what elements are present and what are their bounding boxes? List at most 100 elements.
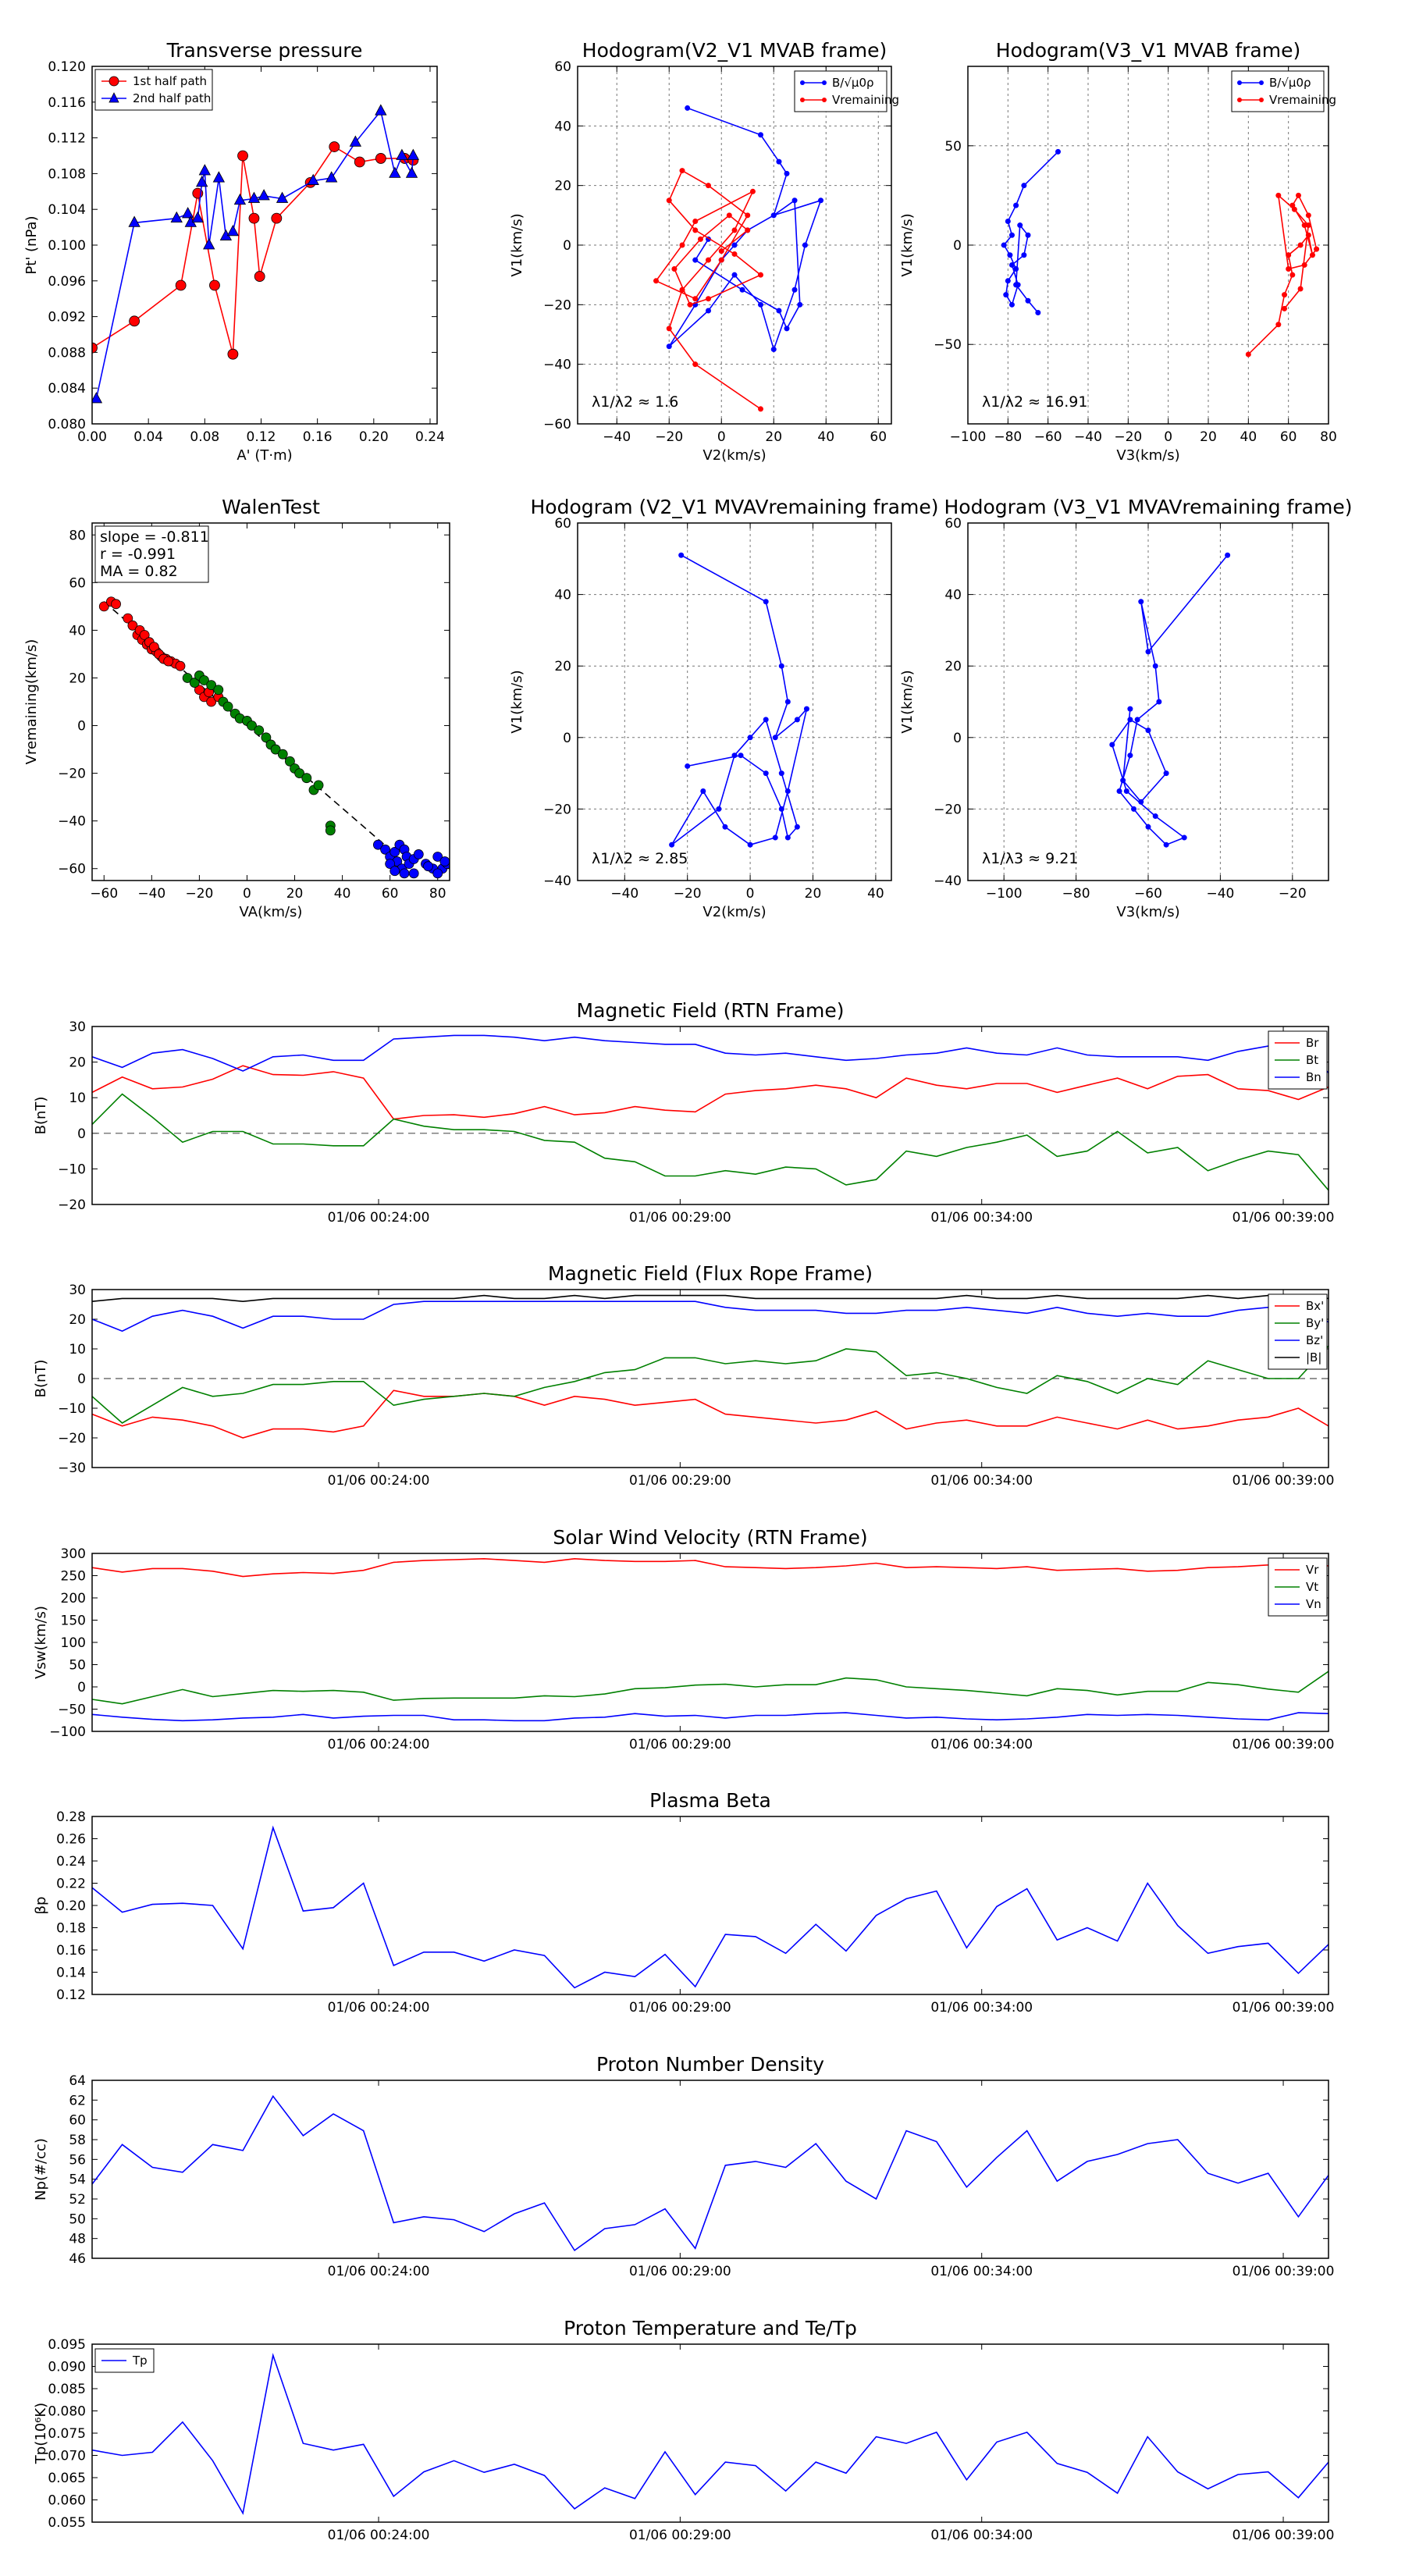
y-tick-label: 0.080 bbox=[48, 2404, 86, 2420]
data-point bbox=[1289, 272, 1296, 278]
y-tick-label: 0.18 bbox=[56, 1921, 86, 1937]
data-point bbox=[802, 242, 808, 248]
y-tick-label: 20 bbox=[69, 1055, 86, 1071]
y-tick-label: 0.080 bbox=[48, 417, 86, 432]
y-tick-label: 10 bbox=[69, 1342, 86, 1357]
data-point bbox=[784, 788, 791, 794]
annotation-text: λ1/λ2 ≈ 2.85 bbox=[592, 850, 688, 867]
annotation-line: slope = -0.811 bbox=[100, 528, 209, 546]
y-tick-label: 100 bbox=[61, 1635, 86, 1651]
chart-title: Plasma Beta bbox=[649, 1789, 771, 1812]
y-tick-label: −10 bbox=[58, 1162, 86, 1177]
y-tick-label: −60 bbox=[58, 862, 86, 877]
data-point bbox=[784, 834, 791, 841]
data-point bbox=[313, 780, 324, 791]
series-2nd half path bbox=[92, 104, 420, 404]
data-point bbox=[1305, 232, 1311, 238]
data-point bbox=[380, 844, 390, 855]
data-point bbox=[718, 248, 724, 254]
data-point bbox=[692, 218, 699, 224]
y-tick-label: 30 bbox=[69, 1283, 86, 1298]
plot-frame bbox=[91, 1553, 1329, 1732]
data-point bbox=[791, 197, 798, 204]
legend: Vr Vt Vn bbox=[1268, 1557, 1328, 1617]
series-Bn bbox=[92, 1034, 1329, 1074]
legend-label: B/√μ0ρ bbox=[832, 76, 874, 90]
legend-label: Vn bbox=[1306, 1597, 1321, 1611]
series-line bbox=[92, 1294, 1329, 1303]
legend-label: B/√μ0ρ bbox=[1269, 76, 1311, 90]
legend-box bbox=[794, 70, 887, 112]
data-point bbox=[706, 183, 711, 189]
legend: B/√μ0ρ Vremaining bbox=[1231, 70, 1336, 112]
x-tick-label: 40 bbox=[334, 886, 351, 902]
y-axis-label: V1(km/s) bbox=[899, 213, 916, 276]
x-tick-label: 01/06 00:29:00 bbox=[629, 2528, 731, 2543]
data-point bbox=[747, 735, 753, 741]
data-point bbox=[226, 224, 240, 237]
legend-marker bbox=[1237, 80, 1242, 85]
data-point bbox=[749, 188, 756, 194]
y-tick-label: 60 bbox=[69, 575, 86, 591]
x-tick-label: 20 bbox=[1200, 429, 1217, 445]
legend: Br Bt Bn bbox=[1268, 1030, 1328, 1090]
annotation-text: λ1/λ2 ≈ 1.6 bbox=[592, 393, 678, 411]
data-point bbox=[1001, 242, 1007, 248]
y-tick-label: 62 bbox=[69, 2093, 86, 2108]
data-point bbox=[1282, 292, 1288, 298]
data-point bbox=[1008, 232, 1015, 238]
data-point bbox=[763, 717, 769, 723]
data-point bbox=[222, 701, 233, 712]
y-tick-label: 50 bbox=[69, 2211, 86, 2227]
x-tick-label: −20 bbox=[185, 886, 213, 902]
legend-label: 1st half path bbox=[133, 74, 207, 88]
plot-frame bbox=[91, 2080, 1329, 2259]
x-tick-label: 40 bbox=[867, 886, 884, 902]
x-tick-label: −40 bbox=[1206, 886, 1234, 902]
y-tick-label: 80 bbox=[69, 528, 86, 543]
data-point bbox=[423, 861, 433, 872]
data-point bbox=[407, 148, 420, 160]
y-tick-label: 250 bbox=[61, 1569, 86, 1585]
x-tick-label: 01/06 00:24:00 bbox=[328, 1473, 430, 1489]
y-tick-label: −40 bbox=[934, 873, 962, 889]
series-line bbox=[92, 2353, 1329, 2515]
data-point bbox=[1008, 301, 1015, 308]
data-point bbox=[1181, 834, 1187, 841]
x-tick-label: 01/06 00:39:00 bbox=[1232, 2528, 1335, 2543]
chart-title: Hodogram(V3_V1 MVAB frame) bbox=[996, 39, 1300, 62]
y-tick-label: 0.16 bbox=[56, 1943, 86, 1959]
data-point bbox=[706, 296, 711, 302]
series-Vremaining bbox=[1245, 192, 1320, 358]
data-point bbox=[1025, 232, 1031, 238]
series-|B| bbox=[92, 1294, 1329, 1303]
series-line bbox=[670, 554, 808, 846]
y-tick-label: 0.112 bbox=[48, 131, 86, 147]
data-point bbox=[758, 301, 763, 308]
data-point bbox=[1305, 222, 1311, 229]
annotation-text: λ1/λ3 ≈ 9.21 bbox=[982, 850, 1078, 867]
y-axis-label: V1(km/s) bbox=[509, 670, 525, 733]
legend-label: Bx' bbox=[1306, 1299, 1324, 1313]
y-tick-label: 0 bbox=[77, 1126, 86, 1142]
y-tick-label: 50 bbox=[69, 1658, 86, 1674]
data-point bbox=[1275, 192, 1282, 198]
data-point bbox=[778, 806, 784, 812]
y-axis-label: V1(km/s) bbox=[509, 213, 525, 276]
data-point bbox=[213, 685, 224, 696]
y-axis-label: Vsw(km/s) bbox=[33, 1606, 49, 1679]
y-tick-label: 200 bbox=[61, 1591, 86, 1606]
data-point bbox=[1131, 806, 1137, 812]
y-tick-label: 0.088 bbox=[48, 345, 86, 361]
data-point bbox=[175, 279, 187, 291]
chart-transverse-pressure: Transverse pressure 0.00 0.04 0.08 0.12 0.16 0… bbox=[23, 39, 445, 464]
y-axis-label: βp bbox=[33, 1897, 49, 1915]
data-point bbox=[254, 725, 265, 736]
data-point bbox=[1021, 252, 1027, 258]
y-tick-label: 0 bbox=[953, 731, 962, 746]
data-point bbox=[794, 717, 800, 723]
x-tick-label: 20 bbox=[765, 429, 782, 445]
x-tick-label: 60 bbox=[382, 886, 399, 902]
x-tick-label: 20 bbox=[805, 886, 822, 902]
